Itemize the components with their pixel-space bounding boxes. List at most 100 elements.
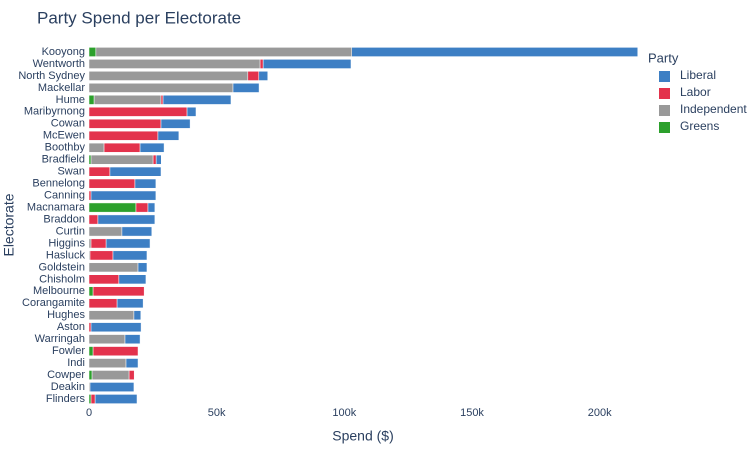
x-tick-label: 50k xyxy=(208,407,226,419)
bar-segment xyxy=(112,250,148,261)
bar-segment xyxy=(160,118,191,129)
bar-segment xyxy=(90,394,96,404)
bar-segment xyxy=(152,154,157,165)
bar-segment xyxy=(232,83,260,93)
bar-segment xyxy=(88,286,94,297)
bar-segment xyxy=(133,310,142,321)
legend-label: Independent xyxy=(680,102,747,116)
bar-segment xyxy=(186,106,197,117)
y-tick-label: Higgins xyxy=(48,237,85,249)
y-tick-label: Goldstein xyxy=(39,261,85,273)
bar-segment xyxy=(88,154,92,165)
bar-segment xyxy=(88,274,120,285)
bar-segment xyxy=(109,166,162,177)
bar-segment xyxy=(258,71,268,81)
y-tick-label: Curtin xyxy=(56,225,85,237)
y-tick-label: Hasluck xyxy=(46,249,86,261)
y-axis-label: Electorate xyxy=(1,193,17,256)
legend-swatch xyxy=(659,88,670,99)
y-tick-label: Melbourne xyxy=(33,285,85,297)
y-tick-label: Warringah xyxy=(35,333,85,345)
y-tick-label: Bradfield xyxy=(42,154,85,166)
bar-segment xyxy=(88,214,99,225)
bar-segment xyxy=(88,95,95,105)
chart-title: Party Spend per Electorate xyxy=(37,8,241,27)
x-tick-label: 150k xyxy=(460,407,484,419)
bar-segment xyxy=(89,382,135,392)
bar-segment xyxy=(88,166,111,177)
bar-segment xyxy=(93,95,162,105)
bar-segment xyxy=(88,346,94,356)
bar-segment xyxy=(118,274,147,285)
bar-segment xyxy=(90,322,142,333)
bar-segment xyxy=(262,59,352,69)
bar-segment xyxy=(147,202,156,213)
bar-segment xyxy=(88,118,162,129)
bar-segment xyxy=(97,214,156,225)
y-tick-label: Indi xyxy=(67,357,85,369)
bar-segment xyxy=(88,202,137,213)
bar-segment xyxy=(88,358,127,368)
y-tick-label: Canning xyxy=(44,189,85,201)
bar-segment xyxy=(88,370,93,380)
bar-segment xyxy=(88,334,126,345)
bar-segment xyxy=(124,334,141,345)
y-tick-label: Wentworth xyxy=(33,58,85,70)
bar-segment xyxy=(88,238,92,249)
legend-swatch xyxy=(659,105,670,116)
y-tick-label: Hume xyxy=(56,94,85,106)
legend-label: Liberal xyxy=(680,68,716,82)
bar-segment xyxy=(88,190,92,201)
y-tick-label: Corangamite xyxy=(22,297,85,309)
y-tick-label: Macnamara xyxy=(27,201,86,213)
bar-segment xyxy=(125,358,139,368)
bar-segment xyxy=(116,298,144,309)
bar-segment xyxy=(88,71,249,81)
bar-segment xyxy=(88,226,123,237)
bar-segment xyxy=(91,370,130,380)
y-tick-label: Flinders xyxy=(46,393,86,405)
y-tick-label: Hughes xyxy=(47,309,85,321)
bar-segment xyxy=(88,322,92,333)
bar-segment xyxy=(88,298,118,309)
bar-segment xyxy=(351,47,638,57)
bar-segment xyxy=(95,47,353,57)
legend-label: Labor xyxy=(680,85,711,99)
bar-segment xyxy=(137,262,148,273)
bar-segment xyxy=(89,250,114,261)
bar-segment xyxy=(90,154,154,165)
bar-segment xyxy=(88,106,188,117)
legend-swatch xyxy=(659,71,670,82)
bar-segment xyxy=(88,262,139,273)
y-tick-label: Mackellar xyxy=(38,82,85,94)
bar-segment xyxy=(103,142,141,153)
y-tick-label: Maribyrnong xyxy=(24,106,85,118)
y-tick-label: McEwen xyxy=(43,130,85,142)
y-tick-label: Deakin xyxy=(51,381,85,393)
bar-segment xyxy=(90,238,107,249)
legend-swatch xyxy=(659,122,670,133)
y-tick-label: Chisholm xyxy=(39,273,85,285)
x-tick-label: 0 xyxy=(86,407,92,419)
bar-segment xyxy=(92,286,145,297)
y-tick-label: Swan xyxy=(57,166,85,178)
bar-segment xyxy=(88,59,261,69)
bar-segment xyxy=(105,238,151,249)
bar-segment xyxy=(88,178,136,189)
legend-label: Greens xyxy=(680,119,719,133)
y-tick-label: Bennelong xyxy=(32,178,85,190)
bar-segment xyxy=(88,47,97,57)
bar-segment xyxy=(135,202,149,213)
bar-segment xyxy=(162,95,232,105)
bar-segment xyxy=(88,130,159,141)
y-tick-label: North Sydney xyxy=(18,70,85,82)
bar-segment xyxy=(160,95,164,105)
x-axis-label: Spend ($) xyxy=(332,428,393,444)
bar-segment xyxy=(88,310,135,321)
bar-segment xyxy=(128,370,135,380)
bar-segment xyxy=(94,394,138,404)
x-tick-label: 200k xyxy=(588,407,612,419)
y-tick-label: Cowper xyxy=(47,369,85,381)
bar-segment xyxy=(247,71,260,81)
